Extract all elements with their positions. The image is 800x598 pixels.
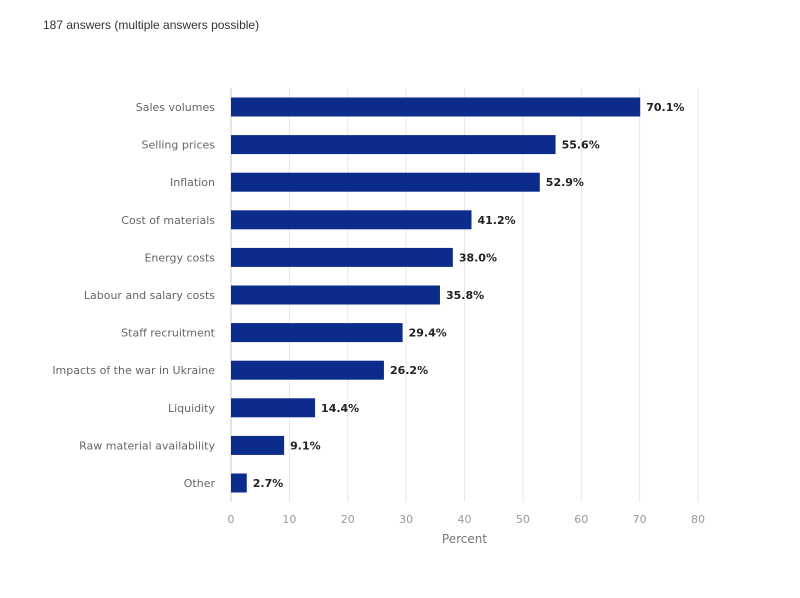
category-label: Staff recruitment [121, 327, 216, 340]
data-label: 26.2% [390, 364, 428, 377]
category-label: Sales volumes [136, 101, 216, 114]
bar [231, 285, 440, 305]
data-label: 70.1% [646, 101, 684, 114]
category-label: Cost of materials [121, 214, 215, 227]
category-label: Impacts of the war in Ukraine [52, 364, 215, 377]
x-tick-label: 50 [516, 513, 530, 526]
data-label: 52.9% [546, 176, 584, 189]
bar [231, 172, 540, 192]
data-label: 55.6% [562, 139, 600, 152]
data-label: 9.1% [290, 439, 321, 452]
category-label: Inflation [170, 176, 215, 189]
data-label: 35.8% [446, 289, 484, 302]
category-label: Selling prices [142, 139, 216, 152]
category-label: Energy costs [144, 251, 215, 264]
data-label: 41.2% [478, 214, 516, 227]
bar [231, 435, 285, 455]
bar [231, 473, 247, 493]
category-label: Raw material availability [79, 439, 215, 452]
x-tick-label: 0 [228, 513, 235, 526]
x-tick-label: 80 [691, 513, 705, 526]
data-label: 38.0% [459, 251, 497, 264]
category-label: Liquidity [168, 402, 216, 415]
data-label: 2.7% [253, 477, 284, 490]
category-label: Other [184, 477, 216, 490]
bar [231, 247, 453, 267]
data-label: 14.4% [321, 402, 359, 415]
x-tick-label: 70 [633, 513, 647, 526]
x-tick-label: 60 [574, 513, 588, 526]
x-tick-label: 40 [458, 513, 472, 526]
bar [231, 97, 641, 117]
bar [231, 360, 384, 380]
bar [231, 135, 556, 155]
bar [231, 398, 316, 418]
bar [231, 323, 403, 343]
chart-subtitle: 187 answers (multiple answers possible) [43, 18, 260, 32]
bar [231, 210, 472, 230]
data-label: 29.4% [409, 327, 447, 340]
x-tick-label: 10 [282, 513, 296, 526]
x-axis-title: Percent [442, 532, 487, 546]
category-label: Labour and salary costs [84, 289, 215, 302]
x-tick-label: 20 [341, 513, 355, 526]
x-tick-label: 30 [399, 513, 413, 526]
